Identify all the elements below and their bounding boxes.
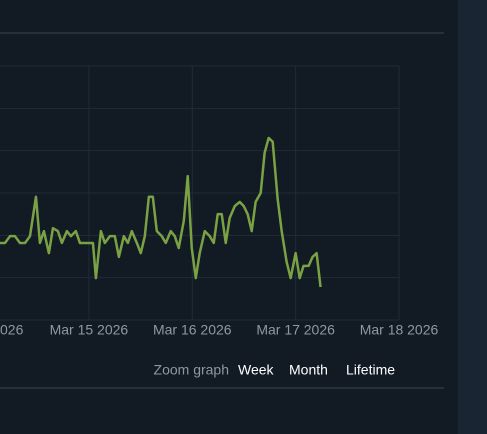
x-tick-label: Mar 15 2026 [50,322,129,338]
zoom-button[interactable]: Week [238,362,275,378]
grid [0,65,400,321]
x-tick-label: Mar 17 2026 [256,322,335,338]
data-line [0,136,322,288]
side-panel [458,0,487,434]
x-tick-label: Mar 16 2026 [153,322,232,338]
zoom-button[interactable]: Month [289,362,328,378]
zoom-label: Zoom graph [154,362,229,378]
x-tick-label: Mar 18 2026 [360,322,439,338]
plot [0,136,322,288]
x-tick-label: 026 [0,322,24,338]
zoom-button[interactable]: Lifetime [346,362,395,378]
